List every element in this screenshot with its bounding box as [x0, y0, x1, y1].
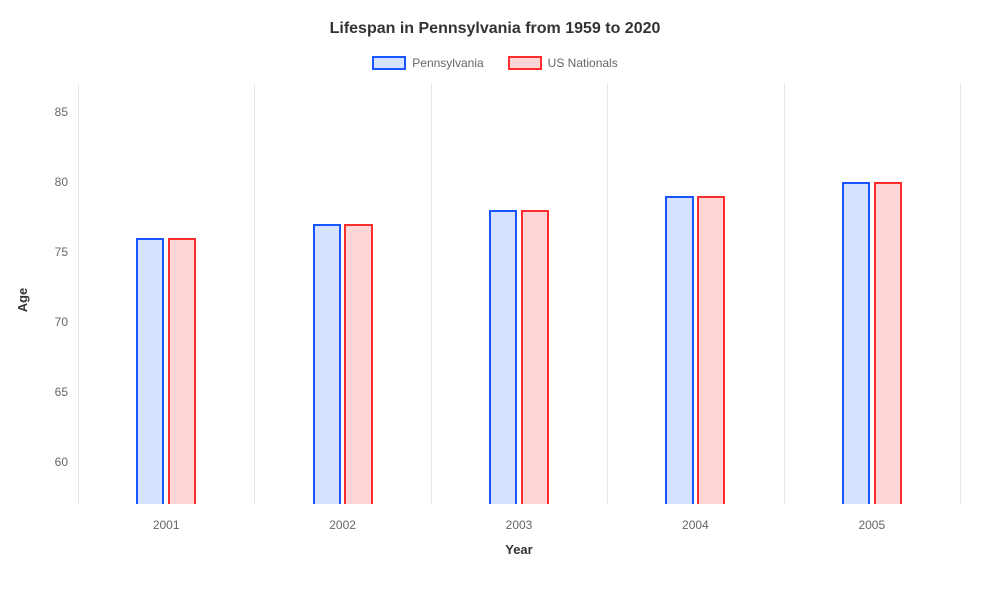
gridline — [784, 84, 785, 504]
chart-title: Lifespan in Pennsylvania from 1959 to 20… — [20, 20, 970, 38]
legend-item: US Nationals — [508, 56, 618, 70]
gridline — [607, 84, 608, 504]
bar — [521, 210, 549, 504]
gridline — [78, 84, 79, 504]
bar — [313, 224, 341, 504]
x-tick-label: 2004 — [682, 504, 709, 532]
x-tick-label: 2003 — [506, 504, 533, 532]
legend-item: Pennsylvania — [372, 56, 483, 70]
bar — [665, 196, 693, 504]
y-tick-label: 65 — [55, 385, 78, 399]
gridline — [960, 84, 961, 504]
legend-swatch — [508, 56, 542, 70]
x-axis-label: Year — [78, 542, 960, 557]
y-tick-label: 75 — [55, 245, 78, 259]
y-axis-label: Age — [15, 288, 30, 313]
legend-label: Pennsylvania — [412, 56, 483, 70]
bar — [136, 238, 164, 504]
legend-swatch — [372, 56, 406, 70]
x-tick-label: 2001 — [153, 504, 180, 532]
legend-label: US Nationals — [548, 56, 618, 70]
bar — [874, 182, 902, 504]
x-tick-label: 2005 — [858, 504, 885, 532]
legend: Pennsylvania US Nationals — [20, 56, 970, 70]
plot-area: 60657075808520012002200320042005 — [78, 84, 960, 504]
gridline — [431, 84, 432, 504]
y-tick-label: 70 — [55, 315, 78, 329]
gridline — [254, 84, 255, 504]
y-tick-label: 60 — [55, 455, 78, 469]
bar — [168, 238, 196, 504]
x-tick-label: 2002 — [329, 504, 356, 532]
bar — [697, 196, 725, 504]
chart-container: Lifespan in Pennsylvania from 1959 to 20… — [0, 0, 1000, 600]
y-tick-label: 85 — [55, 105, 78, 119]
bar — [842, 182, 870, 504]
bar — [344, 224, 372, 504]
plot-wrap: 60657075808520012002200320042005 Year — [78, 84, 960, 544]
y-tick-label: 80 — [55, 175, 78, 189]
bar — [489, 210, 517, 504]
